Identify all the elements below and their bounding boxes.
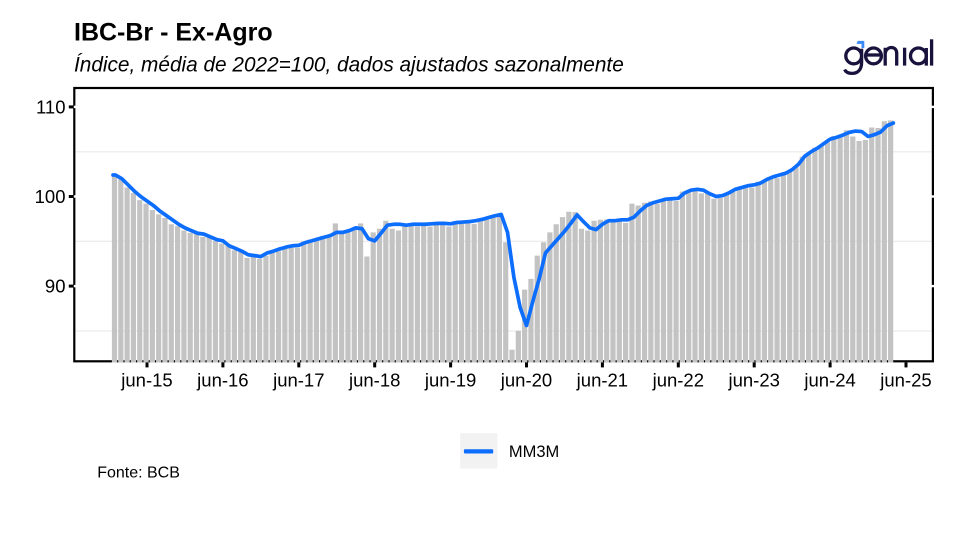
- svg-text:jun-18: jun-18: [348, 369, 400, 390]
- svg-text:jun-15: jun-15: [120, 369, 172, 390]
- svg-text:jun-21: jun-21: [576, 369, 628, 390]
- svg-text:MM3M: MM3M: [509, 443, 559, 461]
- svg-text:Fonte: BCB: Fonte: BCB: [97, 464, 180, 481]
- svg-text:IBC-Br - Ex-Agro: IBC-Br - Ex-Agro: [74, 18, 273, 46]
- svg-text:90: 90: [45, 276, 66, 297]
- svg-text:110: 110: [36, 97, 66, 118]
- svg-text:jun-20: jun-20: [500, 369, 552, 390]
- svg-text:jun-17: jun-17: [272, 369, 324, 390]
- svg-text:100: 100: [35, 186, 66, 207]
- svg-text:jun-19: jun-19: [424, 369, 476, 390]
- svg-text:jun-25: jun-25: [879, 369, 931, 390]
- svg-text:jun-24: jun-24: [803, 369, 855, 390]
- svg-text:jun-16: jun-16: [196, 369, 248, 390]
- svg-text:jun-23: jun-23: [727, 369, 779, 390]
- svg-text:jun-22: jun-22: [652, 369, 704, 390]
- svg-text:Índice, média de 2022=100, dad: Índice, média de 2022=100, dados ajustad…: [74, 54, 624, 77]
